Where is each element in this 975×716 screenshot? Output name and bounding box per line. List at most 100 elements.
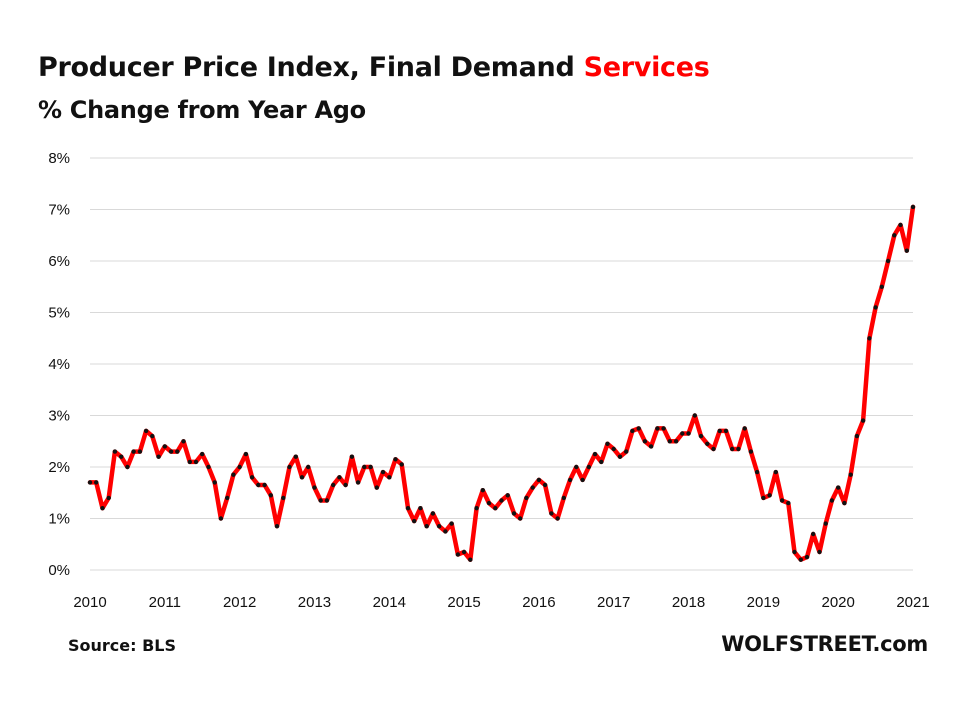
data-point bbox=[848, 472, 853, 477]
data-point bbox=[181, 439, 186, 444]
data-point bbox=[711, 446, 716, 452]
data-point bbox=[256, 482, 261, 488]
data-point bbox=[443, 529, 448, 534]
series-line bbox=[87, 204, 916, 562]
data-point bbox=[306, 464, 311, 470]
data-point bbox=[119, 454, 124, 459]
data-point bbox=[337, 475, 342, 480]
data-point bbox=[617, 454, 623, 459]
data-point bbox=[586, 464, 591, 470]
data-point bbox=[212, 480, 217, 485]
data-point bbox=[505, 493, 510, 498]
x-tick-label: 2019 bbox=[747, 594, 780, 611]
data-point bbox=[362, 464, 367, 470]
data-point bbox=[599, 459, 604, 465]
data-point bbox=[767, 493, 772, 498]
data-point bbox=[867, 336, 872, 341]
data-point bbox=[730, 446, 735, 452]
y-tick-label: 2% bbox=[48, 459, 70, 476]
data-point bbox=[249, 475, 255, 480]
data-point bbox=[705, 441, 710, 446]
data-point bbox=[680, 431, 685, 436]
data-point bbox=[829, 498, 835, 503]
data-point bbox=[349, 454, 355, 459]
x-tick-label: 2010 bbox=[73, 594, 106, 611]
x-tick-label: 2018 bbox=[672, 594, 705, 611]
data-point bbox=[518, 516, 523, 521]
data-point bbox=[486, 500, 492, 506]
data-point bbox=[524, 495, 529, 501]
data-point bbox=[287, 464, 292, 470]
data-point bbox=[904, 248, 909, 253]
data-point bbox=[592, 451, 598, 457]
data-point bbox=[692, 413, 697, 418]
chart-title-main: Producer Price Index, Final Demand bbox=[38, 52, 575, 83]
data-point bbox=[611, 446, 616, 452]
data-point bbox=[231, 472, 236, 477]
data-point bbox=[449, 521, 454, 526]
data-point bbox=[642, 439, 648, 444]
data-point bbox=[624, 449, 629, 454]
data-point bbox=[561, 495, 566, 501]
data-point bbox=[648, 444, 654, 449]
x-tick-label: 2011 bbox=[149, 594, 181, 611]
data-point bbox=[736, 446, 741, 452]
data-point bbox=[399, 462, 404, 467]
data-point bbox=[786, 500, 791, 506]
source-note: Source: BLS bbox=[68, 636, 177, 655]
data-point bbox=[87, 480, 93, 485]
data-point bbox=[418, 506, 423, 511]
data-point bbox=[811, 531, 816, 537]
data-point bbox=[779, 498, 785, 503]
data-point bbox=[879, 284, 884, 289]
data-point bbox=[168, 449, 174, 454]
data-point bbox=[274, 524, 280, 529]
data-point bbox=[143, 428, 149, 434]
data-point bbox=[480, 488, 485, 493]
data-point bbox=[331, 482, 336, 488]
data-point bbox=[742, 426, 747, 431]
x-tick-label: 2013 bbox=[298, 594, 331, 611]
data-point bbox=[754, 469, 760, 475]
data-point bbox=[792, 549, 797, 555]
x-tick-label: 2014 bbox=[373, 594, 406, 611]
data-point bbox=[312, 485, 317, 490]
data-point bbox=[455, 552, 461, 557]
data-point bbox=[655, 426, 660, 431]
data-point bbox=[94, 480, 99, 485]
x-tick-label: 2016 bbox=[522, 594, 555, 611]
data-point bbox=[424, 524, 429, 529]
brand-label: WOLFSTREET.com bbox=[721, 632, 928, 656]
data-point bbox=[748, 449, 754, 454]
data-point bbox=[150, 433, 155, 439]
data-point bbox=[873, 305, 878, 310]
data-point bbox=[499, 498, 504, 503]
data-point bbox=[542, 482, 548, 488]
y-tick-label: 8% bbox=[48, 150, 70, 167]
data-point bbox=[892, 233, 897, 238]
data-point bbox=[437, 524, 442, 529]
y-tick-label: 3% bbox=[48, 408, 70, 425]
x-tick-label: 2020 bbox=[821, 594, 854, 611]
data-point bbox=[187, 459, 192, 465]
data-point bbox=[200, 451, 205, 457]
data-point bbox=[860, 418, 866, 423]
data-point bbox=[380, 469, 386, 475]
data-point bbox=[717, 428, 722, 434]
y-tick-label: 5% bbox=[48, 305, 70, 322]
data-point bbox=[324, 498, 330, 503]
data-point bbox=[137, 449, 143, 454]
data-point bbox=[162, 444, 167, 449]
data-point bbox=[823, 521, 828, 526]
data-point bbox=[206, 464, 211, 470]
data-point bbox=[218, 516, 224, 521]
data-point bbox=[125, 464, 130, 470]
x-tick-label: 2012 bbox=[223, 594, 256, 611]
data-point bbox=[798, 557, 803, 562]
data-point bbox=[636, 426, 641, 431]
data-point bbox=[268, 493, 273, 498]
chart-subtitle: % Change from Year Ago bbox=[38, 96, 366, 124]
data-point bbox=[723, 428, 729, 434]
x-tick-label: 2017 bbox=[597, 594, 630, 611]
